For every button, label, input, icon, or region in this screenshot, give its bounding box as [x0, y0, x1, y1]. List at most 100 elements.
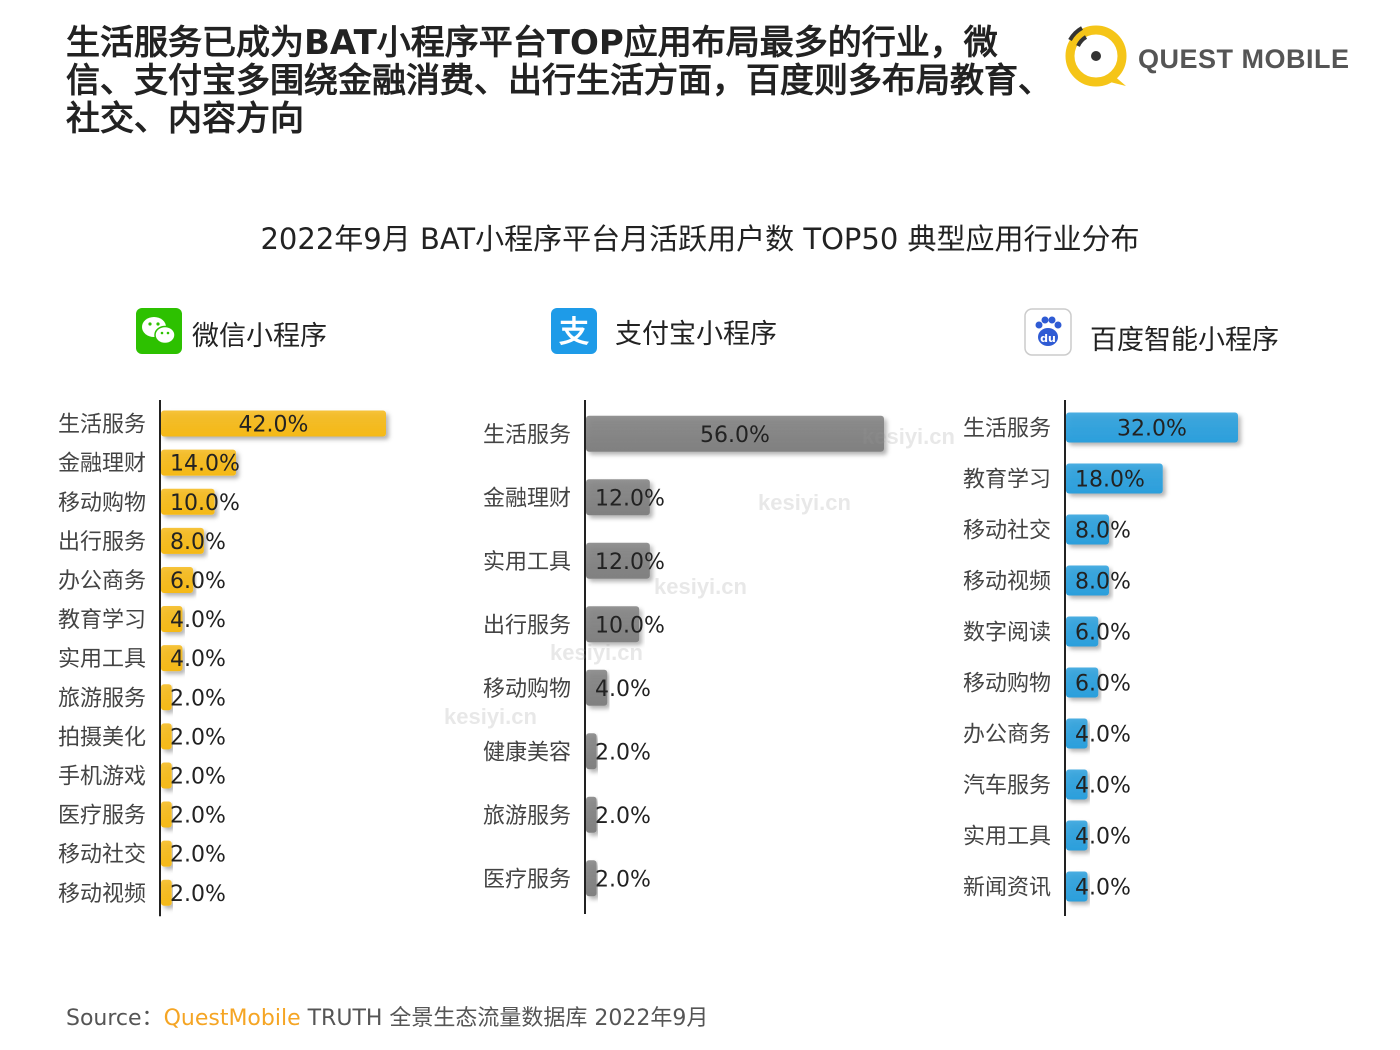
bar [586, 669, 608, 706]
value-label: 10.0% [170, 491, 240, 516]
category-label: 旅游服务 [58, 686, 146, 711]
category-label: 生活服务 [58, 413, 146, 438]
watermark: kesiyi.cn [550, 640, 643, 665]
watermark: kesiyi.cn [758, 490, 851, 515]
category-label: 办公商务 [963, 723, 1051, 748]
value-label: 2.0% [595, 867, 651, 892]
bar [161, 879, 172, 906]
value-label: 4.0% [1075, 774, 1131, 799]
bar [161, 488, 215, 515]
baidu-icon: du [1024, 308, 1072, 356]
bar [586, 860, 597, 897]
svg-text:支: 支 [559, 315, 589, 350]
bar [161, 801, 172, 828]
bar [1066, 514, 1109, 545]
category-label: 出行服务 [483, 613, 571, 638]
bar [1066, 718, 1088, 749]
chart-title: 2022年9月 BAT小程序平台月活跃用户数 TOP50 典型应用行业分布 [260, 222, 1140, 256]
value-label: 8.0% [1075, 519, 1131, 544]
category-label: 医疗服务 [58, 804, 146, 829]
value-label: 42.0% [239, 413, 309, 438]
bar [161, 762, 172, 789]
watermark: kesiyi.cn [862, 424, 955, 449]
category-label: 移动视频 [58, 882, 146, 907]
wechat-panel: 微信小程序 生活服务 42.0% 金融理财 14.0% 移动购物 10.0% 出行服务 8.0… [30, 300, 430, 920]
brand-name: QUEST MOBILE [1138, 44, 1350, 74]
category-label: 旅游服务 [483, 804, 571, 829]
category-label: 手机游戏 [58, 764, 146, 789]
bar [161, 840, 172, 867]
value-label: 6.0% [1075, 621, 1131, 646]
bar [1066, 463, 1163, 494]
category-label: 健康美容 [483, 740, 571, 765]
category-label: 移动购物 [483, 677, 571, 702]
value-label: 2.0% [170, 804, 226, 829]
category-label: 移动社交 [963, 519, 1051, 544]
value-label: 8.0% [170, 530, 226, 555]
watermark: kesiyi.cn [654, 574, 747, 599]
source-note: Source：QuestMobile TRUTH 全景生态流量数据库 2022年… [66, 1000, 708, 1032]
value-label: 32.0% [1117, 417, 1187, 442]
value-label: 56.0% [700, 423, 770, 448]
baidu-panel: du 百度智能小程序 生活服务 32.0% 教育学习 18.0% 移动社交 8.0% 移动视… [940, 300, 1340, 920]
bar [161, 684, 172, 711]
headline: 生活服务已成为BAT小程序平台TOP应用布局最多的行业，微信、支付宝多围绕金融消… [66, 23, 1052, 139]
category-label: 出行服务 [58, 530, 146, 555]
bar [1066, 871, 1088, 902]
brand-logo: QUEST MOBILE [1060, 16, 1350, 96]
alipay-bar-chart: 生活服务 56.0% 金融理财 12.0% 实用工具 12.0% 出行服务 10.0% 移动购物… [483, 400, 884, 914]
value-label: 2.0% [170, 686, 226, 711]
category-label: 拍摄美化 [58, 725, 146, 750]
bar [161, 645, 183, 672]
category-label: 办公商务 [58, 569, 146, 594]
bar [586, 542, 650, 579]
bar [161, 410, 386, 437]
bar [1066, 412, 1238, 443]
value-label: 10.0% [595, 613, 665, 638]
bar [161, 566, 194, 593]
category-label: 移动社交 [58, 843, 146, 868]
alipay-panel: 支 支付宝小程序 生活服务 56.0% 金融理财 12.0% 实用工具 12.0% 出行服务… [455, 300, 925, 920]
value-label: 4.0% [1075, 825, 1131, 850]
bar [586, 796, 597, 833]
value-label: 2.0% [595, 804, 651, 829]
category-label: 数字阅读 [963, 621, 1051, 646]
value-label: 2.0% [170, 843, 226, 868]
category-label: 教育学习 [963, 468, 1051, 493]
category-label: 实用工具 [963, 825, 1051, 850]
bar [586, 606, 640, 643]
watermark: kesiyi.cn [444, 704, 537, 729]
value-label: 4.0% [170, 647, 226, 672]
value-label: 2.0% [595, 740, 651, 765]
svg-text:du: du [1040, 332, 1056, 345]
source-highlight: QuestMobile [163, 1006, 301, 1031]
bar [586, 415, 884, 452]
category-label: 移动购物 [963, 672, 1051, 697]
value-label: 8.0% [1075, 570, 1131, 595]
value-label: 4.0% [595, 677, 651, 702]
category-label: 新闻资讯 [963, 876, 1051, 901]
wechat-icon [136, 308, 182, 354]
bar [161, 527, 204, 554]
bar [1066, 616, 1099, 647]
bar [586, 733, 597, 770]
value-label: 2.0% [170, 882, 226, 907]
value-label: 4.0% [1075, 876, 1131, 901]
category-label: 教育学习 [58, 608, 146, 633]
category-label: 移动购物 [58, 491, 146, 516]
wechat-bar-chart: 生活服务 42.0% 金融理财 14.0% 移动购物 10.0% 出行服务 8.0% 办公商务 6… [58, 400, 386, 917]
bar [1066, 565, 1109, 596]
value-label: 6.0% [170, 569, 226, 594]
bar [1066, 667, 1099, 698]
category-label: 移动视频 [963, 570, 1051, 595]
panel-title: 支付宝小程序 [615, 319, 777, 350]
category-label: 实用工具 [58, 647, 146, 672]
value-label: 14.0% [170, 452, 240, 477]
value-label: 18.0% [1075, 468, 1145, 493]
category-label: 医疗服务 [483, 867, 571, 892]
value-label: 12.0% [595, 486, 665, 511]
source-prefix: Source： [66, 1006, 164, 1031]
bar [161, 606, 183, 633]
category-label: 实用工具 [483, 550, 571, 575]
bar [586, 479, 650, 516]
